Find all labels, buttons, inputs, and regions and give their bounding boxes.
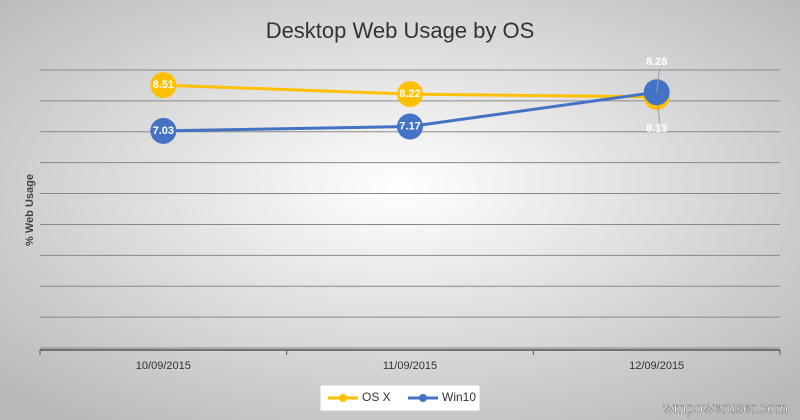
data-label: 8.13 [646, 123, 667, 135]
legend-marker [419, 394, 427, 402]
data-label: 8.28 [646, 56, 667, 68]
x-tick-label: 10/09/2015 [136, 360, 191, 372]
marker [150, 117, 177, 144]
legend-label: Win10 [442, 390, 476, 404]
marker [397, 113, 423, 140]
marker [150, 72, 177, 99]
data-label: 7.17 [399, 120, 420, 132]
x-tick-label: 12/09/2015 [629, 360, 684, 372]
legend-marker [339, 394, 347, 402]
legend-label: OS X [362, 390, 391, 404]
marker [397, 81, 423, 108]
x-tick-label: 11/09/2015 [383, 360, 437, 372]
data-label: 8.51 [153, 79, 174, 91]
leader-line [656, 68, 661, 93]
data-label: 8.22 [399, 88, 420, 100]
watermark: wmpoweruser.com [662, 400, 788, 417]
data-label: 7.03 [153, 125, 174, 137]
y-axis-label: % Web Usage [24, 174, 36, 246]
chart-title: Desktop Web Usage by OS [266, 18, 535, 43]
